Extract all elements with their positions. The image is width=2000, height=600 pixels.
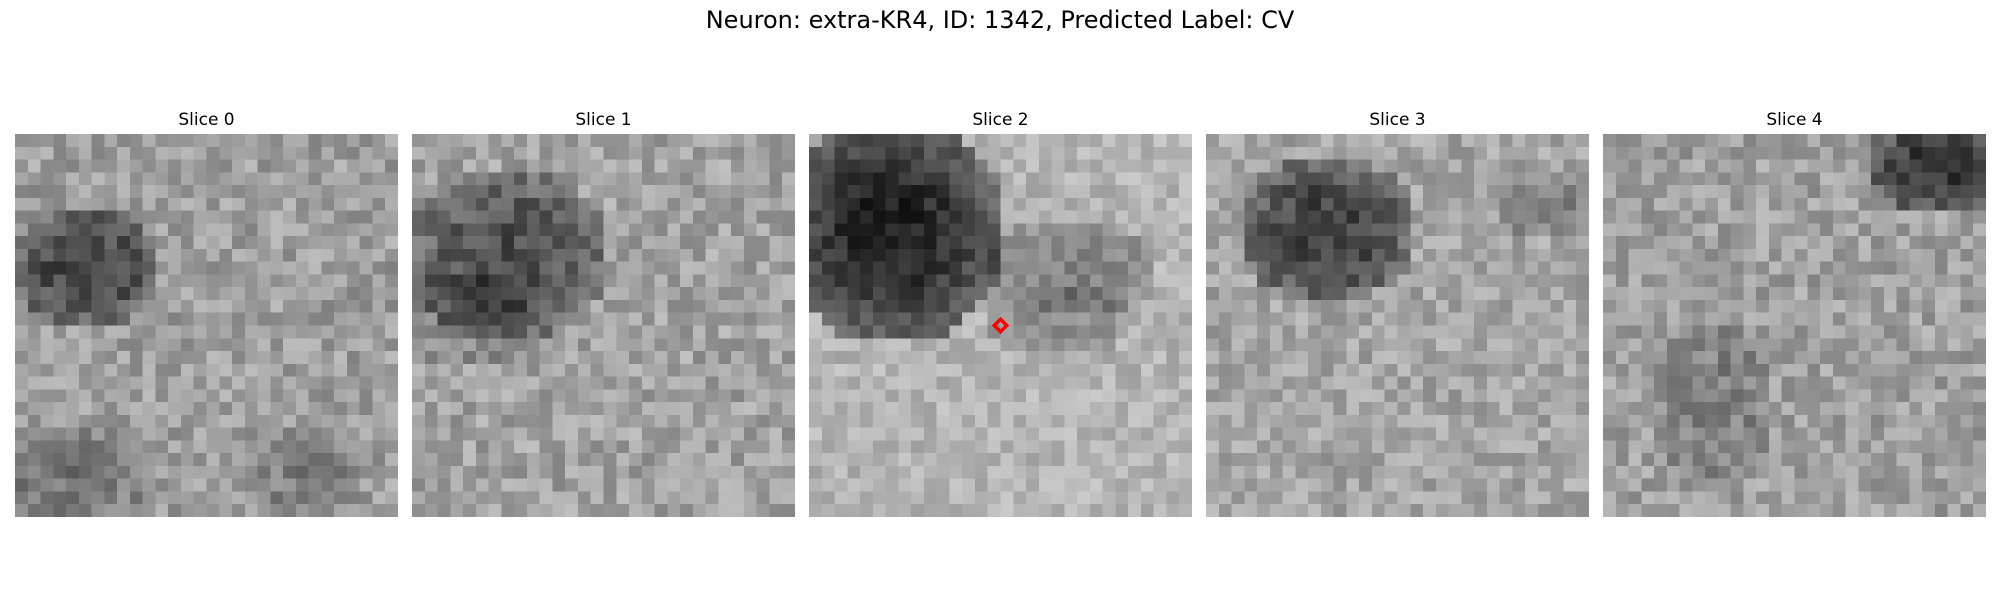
slice-panel-1: Slice 1 [412, 108, 795, 517]
figure-title: Neuron: extra-KR4, ID: 1342, Predicted L… [705, 6, 1295, 34]
slice-image-4 [1603, 134, 1986, 517]
slice-title-3: Slice 3 [1369, 110, 1426, 130]
slice-image-1 [412, 134, 795, 517]
slice-title-1: Slice 1 [575, 110, 632, 130]
slice-panel-4: Slice 4 [1603, 108, 1986, 517]
slice-image-3 [1206, 134, 1589, 517]
slice-image-0 [15, 134, 398, 517]
slice-panel-2: Slice 2 [809, 108, 1192, 517]
slice-panel-0: Slice 0 [15, 108, 398, 517]
slice-image-2 [809, 134, 1192, 517]
slice-title-4: Slice 4 [1766, 110, 1823, 130]
slice-title-0: Slice 0 [178, 110, 235, 130]
slice-panel-3: Slice 3 [1206, 108, 1589, 517]
center-marker [991, 316, 1010, 335]
slice-title-2: Slice 2 [972, 110, 1029, 130]
